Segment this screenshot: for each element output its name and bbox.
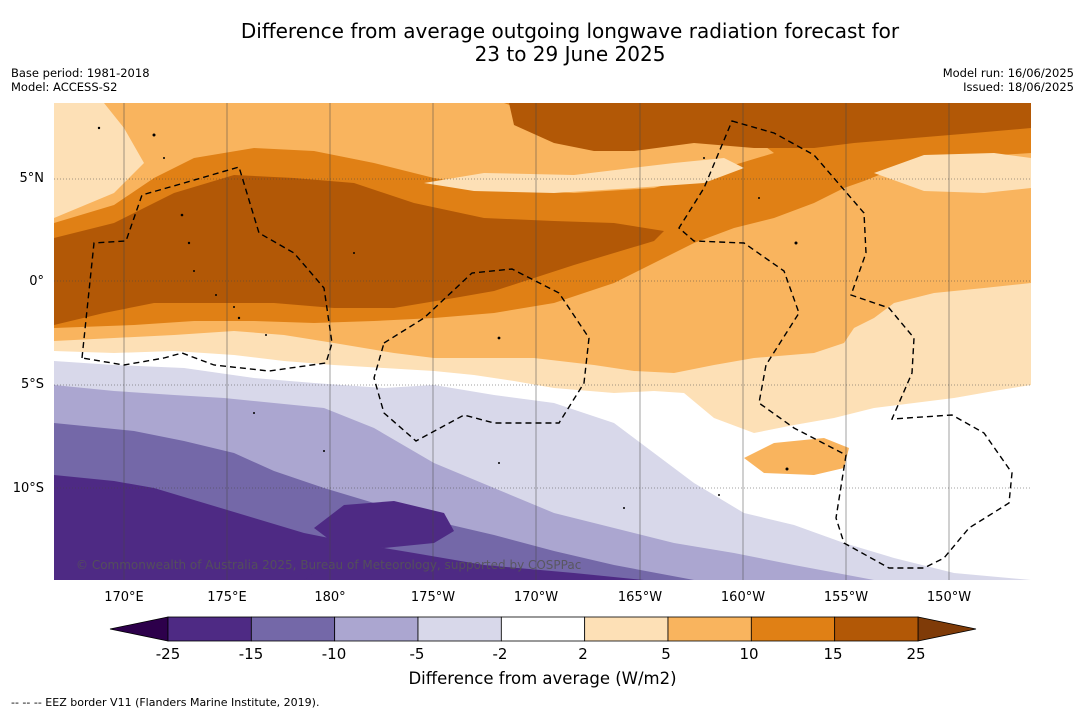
colorbar-cell bbox=[834, 616, 919, 642]
lon-label-155w: 155°W bbox=[823, 590, 869, 605]
map-title: Difference from average outgoing longwav… bbox=[0, 20, 1085, 66]
cbar-tick-5: 2 bbox=[578, 645, 588, 663]
patch-plus2-northeast bbox=[874, 153, 1031, 193]
model-run: Model run: 16/06/2025 bbox=[942, 66, 1074, 80]
lon-label-175e: 175°E bbox=[207, 590, 247, 605]
eez-tuvalu-kiribati-west bbox=[81, 166, 333, 372]
meridians bbox=[123, 103, 950, 580]
colorbar-under-arrow bbox=[109, 616, 169, 642]
patch-plus2-northwest bbox=[54, 103, 114, 173]
title-line-1: Difference from average outgoing longwav… bbox=[240, 19, 900, 43]
eez-borders bbox=[81, 120, 1013, 569]
cbar-tick-9: 25 bbox=[906, 645, 926, 663]
cbar-tick-0: -25 bbox=[155, 645, 181, 663]
lon-label-150w: 150°W bbox=[926, 590, 972, 605]
colorbar-cell bbox=[167, 616, 252, 642]
lon-label-170e: 170°E bbox=[104, 590, 144, 605]
band-plus15 bbox=[54, 175, 664, 325]
meta-left: Base period: 1981-2018 Model: ACCESS-S2 bbox=[11, 66, 150, 94]
eez-line-islands bbox=[678, 120, 1013, 569]
lon-label-175w: 175°W bbox=[410, 590, 456, 605]
lon-label-165w: 165°W bbox=[617, 590, 663, 605]
lat-label-eq: 0° bbox=[29, 274, 44, 289]
map-svg bbox=[54, 103, 1031, 580]
patch-plus5-east bbox=[744, 438, 849, 475]
patch-minus25-southwest bbox=[224, 553, 314, 580]
colorbar-cell bbox=[500, 616, 586, 642]
issued-date: Issued: 18/06/2025 bbox=[963, 80, 1074, 94]
colorbar-label: Difference from average (W/m2) bbox=[408, 669, 677, 688]
base-period: Base period: 1981-2018 bbox=[11, 66, 150, 80]
cbar-tick-4: -2 bbox=[492, 645, 508, 663]
copyright-credit: © Commonwealth of Australia 2025, Bureau… bbox=[76, 558, 582, 572]
cbar-tick-8: 15 bbox=[823, 645, 843, 663]
colorbar-cell bbox=[584, 616, 669, 642]
band-plus15-north bbox=[509, 103, 1031, 151]
colorbar-cell bbox=[417, 616, 502, 642]
cbar-tick-6: 5 bbox=[661, 645, 671, 663]
colorbar-cell bbox=[750, 616, 836, 642]
cbar-tick-3: -5 bbox=[409, 645, 425, 663]
eez-footnote: -- -- -- EEZ border V11 (Flanders Marine… bbox=[11, 696, 320, 709]
lat-label-5s: 5°S bbox=[20, 377, 44, 392]
cbar-tick-2: -10 bbox=[321, 645, 347, 663]
colorbar-cell bbox=[334, 616, 419, 642]
patch-minus25-south bbox=[314, 501, 454, 548]
meta-right: Model run: 16/06/2025 Issued: 18/06/2025 bbox=[943, 66, 1074, 94]
cbar-tick-7: 10 bbox=[739, 645, 759, 663]
lat-label-10s: 10°S bbox=[12, 481, 44, 496]
colorbar-cells bbox=[167, 616, 919, 642]
lon-label-180: 180° bbox=[314, 590, 346, 605]
colorbar-cell bbox=[667, 616, 752, 642]
islands bbox=[97, 126, 798, 509]
map-area bbox=[54, 103, 1031, 580]
colorbar-over-arrow bbox=[917, 616, 977, 642]
title-line-2: 23 to 29 June 2025 bbox=[474, 42, 666, 66]
lon-label-160w: 160°W bbox=[720, 590, 766, 605]
patch-plus2-north bbox=[424, 158, 744, 193]
lat-label-5n: 5°N bbox=[19, 171, 45, 186]
lon-label-170w: 170°W bbox=[513, 590, 559, 605]
colorbar-cell bbox=[250, 616, 336, 642]
cbar-tick-1: -15 bbox=[238, 645, 264, 663]
graticule bbox=[54, 178, 1031, 489]
model-name: Model: ACCESS-S2 bbox=[11, 80, 118, 94]
